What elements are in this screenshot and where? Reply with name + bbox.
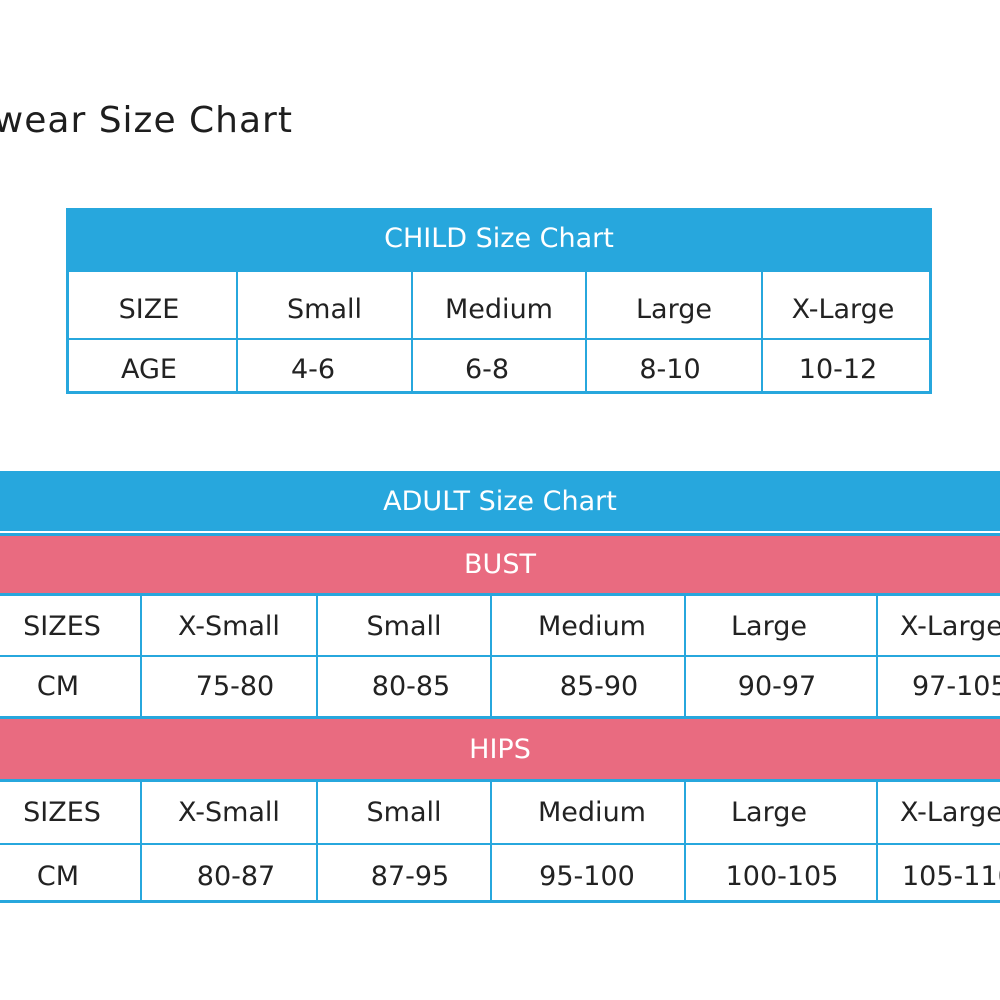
bust-cm-row: CM 75-80 80-85 85-90 90-97 97-105 [0, 656, 1000, 716]
table-cell: Large [731, 796, 807, 828]
row-label: CM [36, 860, 80, 892]
page-title: rwear Size Chart [0, 100, 293, 141]
table-cell: 10-12 [798, 353, 878, 385]
table-cell: 95-100 [539, 860, 635, 892]
table-cell: Medium [538, 796, 646, 828]
bust-section-header: BUST [0, 533, 1000, 596]
child-size-table: CHILD Size Chart SIZE Small Medium Large… [66, 208, 932, 394]
row-divider [0, 655, 1000, 657]
table-cell: 80-87 [196, 860, 276, 892]
table-cell: Medium [445, 293, 553, 325]
child-size-row: SIZE Small Medium Large X-Large [69, 279, 929, 339]
column-divider [761, 272, 763, 391]
child-table-header: CHILD Size Chart [66, 208, 932, 269]
table-cell: 4-6 [290, 353, 336, 385]
table-cell: 6-8 [464, 353, 510, 385]
column-divider [236, 272, 238, 391]
table-cell: Small [287, 293, 362, 325]
row-divider [0, 843, 1000, 845]
table-cell: Large [636, 293, 712, 325]
table-cell: X-Large [900, 796, 1000, 828]
hips-section-header: HIPS [0, 716, 1000, 782]
table-cell: X-Small [178, 796, 280, 828]
row-divider [69, 338, 929, 340]
column-divider [876, 782, 878, 902]
column-divider [490, 782, 492, 902]
bust-sizes-row: SIZES X-Small Small Medium Large X-Large [0, 596, 1000, 656]
table-cell: X-Small [178, 610, 280, 642]
column-divider [684, 596, 686, 716]
row-label: SIZES [23, 610, 101, 642]
table-cell: 90-97 [737, 670, 817, 702]
row-label: SIZE [118, 293, 180, 325]
row-label: AGE [121, 353, 177, 385]
table-cell: Small [366, 610, 442, 642]
hips-cm-row: CM 80-87 87-95 95-100 100-105 105-110 [0, 846, 1000, 906]
table-cell: X-Large [900, 610, 1000, 642]
column-divider [316, 782, 318, 902]
table-cell: Medium [538, 610, 646, 642]
column-divider [684, 782, 686, 902]
column-divider [411, 272, 413, 391]
table-cell: Large [731, 610, 807, 642]
adult-table-header: ADULT Size Chart [0, 471, 1000, 531]
table-cell: 85-90 [559, 670, 639, 702]
column-divider [316, 596, 318, 716]
table-cell: X-Large [791, 293, 895, 325]
row-label: SIZES [23, 796, 101, 828]
table-cell: 80-85 [371, 670, 451, 702]
table-cell: 75-80 [195, 670, 275, 702]
column-divider [140, 596, 142, 716]
child-age-row: AGE 4-6 6-8 8-10 10-12 [69, 339, 929, 399]
row-label: CM [36, 670, 80, 702]
table-cell: 87-95 [370, 860, 450, 892]
column-divider [140, 782, 142, 902]
column-divider [585, 272, 587, 391]
table-cell: 105-110 [902, 860, 1000, 892]
hips-size-table: SIZES X-Small Small Medium Large X-Large… [0, 782, 1000, 902]
bust-size-table: SIZES X-Small Small Medium Large X-Large… [0, 596, 1000, 716]
table-cell: 8-10 [639, 353, 701, 385]
table-cell: 100-105 [725, 860, 839, 892]
table-cell: 97-105 [912, 670, 1000, 702]
child-table-grid: SIZE Small Medium Large X-Large AGE 4-6 … [66, 269, 932, 394]
hips-sizes-row: SIZES X-Small Small Medium Large X-Large [0, 782, 1000, 842]
column-divider [490, 596, 492, 716]
column-divider [876, 596, 878, 716]
table-cell: Small [366, 796, 442, 828]
table-bottom-border [0, 900, 1000, 903]
